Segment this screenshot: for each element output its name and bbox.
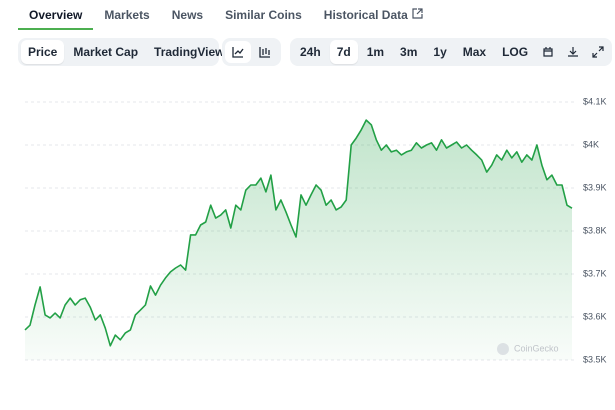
external-link-icon (412, 8, 423, 19)
range-button-label: 3m (400, 45, 418, 59)
range-button[interactable]: 7d (329, 40, 358, 64)
range-button[interactable]: 3m (393, 40, 424, 64)
y-tick-label: $4K (583, 139, 599, 149)
range-button-label: Max (462, 45, 487, 59)
y-tick-label: $3.6K (583, 311, 607, 321)
range-button[interactable]: 1m (360, 40, 391, 64)
range-button-label: LOG (502, 45, 529, 59)
tab[interactable]: News (161, 0, 214, 28)
range-button[interactable]: 1y (426, 40, 453, 64)
watermark-logo (497, 343, 509, 355)
watermark: CoinGecko (497, 343, 559, 355)
price-line (24, 119, 573, 347)
view-button-label: Price (28, 45, 58, 59)
line-chart-icon[interactable] (225, 41, 251, 63)
tab[interactable]: Overview (18, 0, 94, 30)
tab-label: Overview (29, 8, 83, 22)
y-tick-label: $3.5K (583, 354, 607, 364)
range-button-label: 24h (300, 45, 321, 59)
tab[interactable]: Similar Coins (214, 0, 313, 28)
tab-bar: Overview Markets News Similar Coins Historic… (18, 0, 434, 30)
chart-style-group (222, 38, 281, 66)
view-group: Price Market Cap TradingView (18, 38, 225, 66)
view-button-label: TradingView (154, 45, 225, 59)
range-button[interactable]: 24h (293, 40, 328, 64)
download-icon[interactable] (562, 41, 585, 63)
candle-chart-icon[interactable] (253, 41, 279, 63)
tab-label: News (171, 8, 204, 22)
tab-label: Markets (104, 8, 150, 22)
y-tick-label: $3.7K (583, 268, 607, 278)
calendar-icon[interactable] (537, 41, 560, 63)
tab-label: Historical Data (323, 8, 408, 22)
range-button-label: 1y (433, 45, 447, 59)
area (25, 120, 572, 360)
view-button-label: Market Cap (73, 45, 139, 59)
view-button[interactable]: Price (21, 40, 65, 64)
y-tick-label: $3.8K (583, 225, 607, 235)
view-button[interactable]: Market Cap (66, 40, 145, 64)
view-button[interactable]: TradingView (147, 40, 231, 64)
tab[interactable]: Markets (93, 0, 160, 28)
range-button-label: 1m (366, 45, 385, 59)
range-group: 24h 7d 1m 3m 1y Max LOG (290, 38, 612, 66)
tab-label: Similar Coins (225, 8, 302, 22)
range-button-label: 7d (336, 45, 351, 59)
tab[interactable]: Historical Data (313, 0, 434, 28)
expand-icon[interactable] (586, 41, 609, 63)
range-button[interactable]: LOG (495, 40, 535, 64)
y-tick-label: $4.1K (583, 96, 607, 106)
range-button[interactable]: Max (456, 40, 493, 64)
watermark-text: CoinGecko (514, 343, 559, 353)
y-tick-label: $3.9K (583, 182, 607, 192)
